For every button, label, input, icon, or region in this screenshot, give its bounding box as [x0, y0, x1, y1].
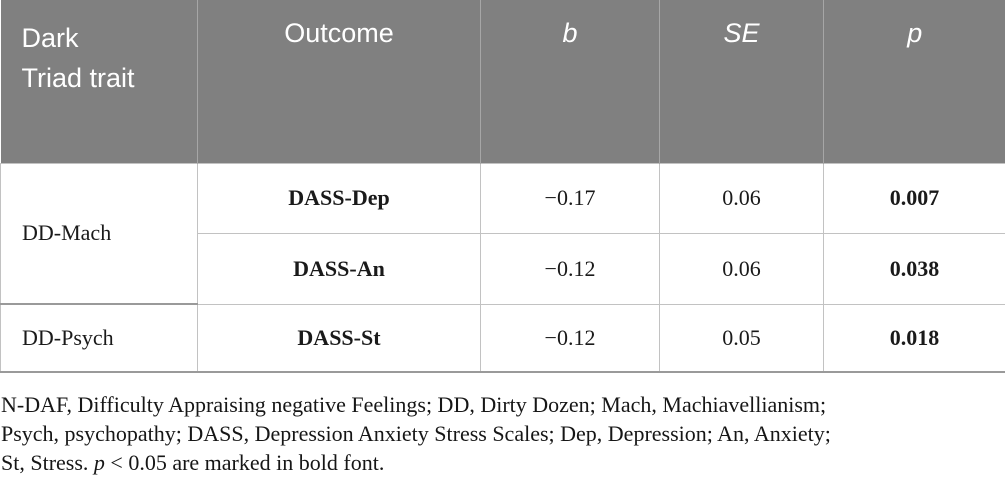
header-row: Dark Triad trait Outcome b SE p [0, 0, 1005, 163]
cell-b-dass-st: −0.12 [480, 303, 660, 373]
footnote-p-symbol: p [93, 450, 105, 475]
cell-se-dass-an: 0.06 [659, 232, 824, 305]
regression-results-table: Dark Triad trait Outcome b SE p DD-Mach … [0, 0, 1005, 373]
cell-se-dass-dep: 0.06 [659, 162, 824, 234]
cell-trait-dd-mach: DD-Mach [0, 162, 198, 305]
footnote-text: < 0.05 are marked in bold font. [104, 450, 385, 475]
cell-outcome-dass-dep: DASS-Dep [197, 162, 481, 234]
footnote-text: N-DAF, Difficulty Appraising negative Fe… [1, 392, 827, 417]
footnote-line-1: N-DAF, Difficulty Appraising negative Fe… [1, 390, 1005, 419]
cell-trait-dd-psych: DD-Psych [0, 303, 198, 373]
header-cell-dark-triad-trait: Dark Triad trait [0, 0, 198, 163]
table-row-dass-dep: DD-Mach DASS-Dep −0.17 0.06 0.007 [0, 162, 1005, 305]
cell-se-dass-st: 0.05 [659, 303, 824, 373]
header-cell-se: SE [659, 0, 824, 163]
cell-b-dass-dep: −0.17 [480, 162, 660, 234]
cell-p-dass-an: 0.038 [823, 232, 1005, 305]
cell-p-dass-st: 0.018 [823, 303, 1005, 373]
header-cell-outcome: Outcome [197, 0, 481, 163]
footnote-text: Psych, psychopathy; DASS, Depression Anx… [1, 421, 831, 446]
footnote-line-3: St, Stress. p < 0.05 are marked in bold … [1, 448, 1005, 477]
header-cell-p: p [823, 0, 1005, 163]
cell-p-dass-dep: 0.007 [823, 162, 1005, 234]
cell-outcome-dass-an: DASS-An [197, 232, 481, 305]
header-cell-b: b [480, 0, 660, 163]
footnote-line-2: Psych, psychopathy; DASS, Depression Anx… [1, 419, 1005, 448]
table-footnote: N-DAF, Difficulty Appraising negative Fe… [1, 390, 1005, 477]
cell-b-dass-an: −0.12 [480, 232, 660, 305]
table-row-dass-st: DD-Psych DASS-St −0.12 0.05 0.018 [0, 303, 1005, 373]
cell-outcome-dass-st: DASS-St [197, 303, 481, 373]
footnote-text: St, Stress. [1, 450, 94, 475]
